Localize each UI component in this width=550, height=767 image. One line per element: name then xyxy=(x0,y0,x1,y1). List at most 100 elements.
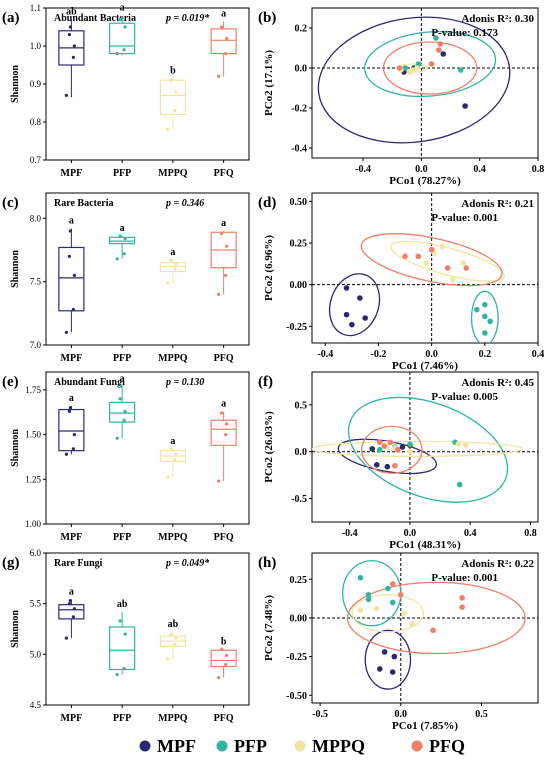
data-point xyxy=(115,52,119,56)
y-tick-label: -0.2 xyxy=(291,104,307,115)
panel-label: (g) xyxy=(2,555,20,571)
x-tick-label: 0.8 xyxy=(532,164,545,175)
plot-frame xyxy=(311,371,539,523)
point-mppq xyxy=(439,243,446,250)
y-tick-label: 0.5 xyxy=(295,400,308,411)
panel-h: (h) Adonis R²: 0.22P-value: 0.001-0.5 0.0 0… xyxy=(258,552,539,732)
data-point xyxy=(64,330,68,334)
ellipse-pfq xyxy=(361,425,423,474)
data-point xyxy=(122,252,126,256)
panel-label: (c) xyxy=(2,195,19,211)
ellipse-pfq xyxy=(382,41,478,95)
data-point xyxy=(225,36,229,41)
y-axis-label: Shannon xyxy=(10,610,21,648)
point-mppq xyxy=(455,441,461,447)
point-pfq xyxy=(463,265,470,271)
point-pfp xyxy=(482,301,488,308)
x-axis-label: PCo1 (78.27%) xyxy=(389,175,461,187)
x-tick-label: 0.0 xyxy=(425,349,438,360)
y-tick-label: -0.25 xyxy=(286,322,307,333)
point-pfq xyxy=(389,581,396,587)
point-pfp xyxy=(377,447,383,453)
data-point xyxy=(174,90,178,94)
x-tick-label: -0.2 xyxy=(371,349,387,360)
significance-letter: b xyxy=(170,65,176,76)
data-point xyxy=(169,78,173,82)
y-tick-label: 0.25 xyxy=(290,239,308,250)
x-tick-label: 0.0 xyxy=(395,709,408,720)
plot-frame xyxy=(45,192,250,346)
ellipse-pfq xyxy=(360,233,503,287)
significance-letter: a xyxy=(69,587,74,598)
y-tick-label: 0.2 xyxy=(295,24,308,35)
y-tick-label: 1.0 xyxy=(30,41,42,51)
point-pfq xyxy=(428,61,435,67)
data-point xyxy=(123,409,127,413)
x-tick-label: 0.4 xyxy=(473,164,486,175)
y-axis-label: Shannon xyxy=(10,429,21,467)
data-point xyxy=(225,244,229,248)
point-mppq xyxy=(373,605,380,612)
p-value-label: p = 0.049* xyxy=(165,558,210,569)
data-point xyxy=(169,258,173,262)
significance-letter: b xyxy=(221,636,227,647)
p-value-label: p = 0.130 xyxy=(165,377,204,388)
y-tick-label: 5.5 xyxy=(30,599,42,609)
legend-swatch xyxy=(139,740,151,752)
data-point xyxy=(224,662,228,667)
data-point xyxy=(174,262,178,266)
data-point xyxy=(119,384,123,388)
y-tick-label: 5.0 xyxy=(30,649,42,659)
ellipse-mppq xyxy=(312,440,524,458)
x-tick-label: 0.0 xyxy=(404,528,417,539)
point-mppq xyxy=(450,276,456,283)
data-point xyxy=(67,33,71,37)
x-tick-label: MPF xyxy=(61,532,83,543)
point-pfp xyxy=(482,330,488,336)
point-mpf xyxy=(389,669,396,675)
point-pfp xyxy=(407,441,413,447)
panel-b: (b) Adonis R²: 0.30 P-value: 0.173 -0.4 0.0 0… xyxy=(258,7,545,187)
plot-frame xyxy=(45,552,250,706)
chart-title: Abundant Fungi xyxy=(54,377,125,388)
data-point xyxy=(72,607,76,611)
point-pfp xyxy=(482,313,488,320)
point-pfp xyxy=(457,67,464,73)
significance-letter: a xyxy=(170,247,175,258)
panel-label: (b) xyxy=(258,10,276,26)
ellipse-pfp xyxy=(347,396,509,503)
y-tick-label: -0.25 xyxy=(286,652,307,663)
data-point xyxy=(166,475,170,480)
point-pfq xyxy=(402,253,408,260)
data-point xyxy=(72,432,76,437)
significance-letter: a xyxy=(120,373,125,384)
plot-area xyxy=(312,193,538,343)
data-point xyxy=(67,409,71,413)
x-tick-label: PFQ xyxy=(214,532,234,543)
panel-label: (h) xyxy=(258,555,276,571)
data-point xyxy=(118,397,122,401)
plot-frame xyxy=(311,7,539,159)
box-mppq xyxy=(159,79,186,115)
data-point xyxy=(68,229,72,233)
point-pfq xyxy=(392,462,398,469)
plot-area xyxy=(312,372,538,522)
panel-a: (a) Abundant Bacteria p = 0.019* Shannon 0.7… xyxy=(2,3,250,179)
data-point xyxy=(220,231,224,236)
legend-label: MPF xyxy=(157,736,196,756)
x-tick-label: 0.4 xyxy=(464,528,477,539)
point-pfp xyxy=(456,481,463,488)
adonis-label: Adonis R²: 0.30 xyxy=(461,13,534,25)
x-axis-label: PCo1 (48.31%) xyxy=(389,539,461,551)
legend-swatch xyxy=(411,740,423,752)
box-mppq xyxy=(159,262,186,273)
point-mppq xyxy=(401,610,407,617)
point-mpf xyxy=(377,666,383,672)
panel-label: (a) xyxy=(2,10,20,26)
x-tick-label: 0.5 xyxy=(475,709,488,720)
y-tick-label: 1.00 xyxy=(25,519,41,529)
plot-area xyxy=(312,8,538,158)
point-mpf xyxy=(362,315,368,321)
data-point xyxy=(173,458,177,462)
